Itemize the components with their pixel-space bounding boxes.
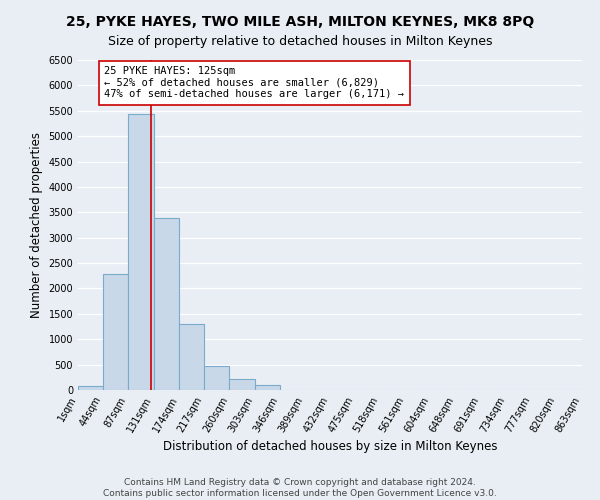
- Text: Size of property relative to detached houses in Milton Keynes: Size of property relative to detached ho…: [108, 35, 492, 48]
- Text: 25 PYKE HAYES: 125sqm
← 52% of detached houses are smaller (6,829)
47% of semi-d: 25 PYKE HAYES: 125sqm ← 52% of detached …: [104, 66, 404, 100]
- Bar: [204, 366, 229, 390]
- Bar: [78, 386, 103, 390]
- Bar: [103, 274, 128, 390]
- X-axis label: Distribution of detached houses by size in Milton Keynes: Distribution of detached houses by size …: [163, 440, 497, 452]
- Bar: [154, 218, 179, 390]
- Bar: [128, 114, 154, 390]
- Y-axis label: Number of detached properties: Number of detached properties: [30, 132, 43, 318]
- Text: Contains HM Land Registry data © Crown copyright and database right 2024.
Contai: Contains HM Land Registry data © Crown c…: [103, 478, 497, 498]
- Text: 25, PYKE HAYES, TWO MILE ASH, MILTON KEYNES, MK8 8PQ: 25, PYKE HAYES, TWO MILE ASH, MILTON KEY…: [66, 15, 534, 29]
- Bar: [229, 379, 254, 390]
- Bar: [254, 386, 280, 390]
- Bar: [179, 324, 204, 390]
